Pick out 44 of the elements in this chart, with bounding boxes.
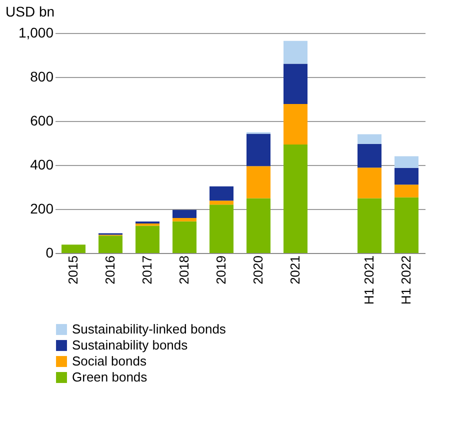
bar <box>210 186 234 201</box>
y-axis-title: USD bn <box>6 4 55 20</box>
y-tick-label: 400 <box>30 156 54 172</box>
x-tick-label: 2020 <box>250 256 266 284</box>
bar <box>358 134 382 144</box>
bar <box>284 40 308 64</box>
x-tick-label: H1 2022 <box>398 256 414 305</box>
bar <box>172 218 196 222</box>
bar <box>210 204 234 253</box>
bar <box>246 198 270 253</box>
bar <box>394 168 418 185</box>
x-tick-label: 2016 <box>102 256 118 284</box>
bar <box>394 197 418 253</box>
bar <box>394 184 418 198</box>
legend-label: Green bonds <box>72 370 148 384</box>
y-tick-label: 1,000 <box>18 24 54 40</box>
x-tick-label: 2017 <box>140 256 154 284</box>
bar <box>394 156 418 168</box>
y-tick-label: 0 <box>46 244 54 260</box>
bar <box>246 134 270 166</box>
bar <box>284 104 308 145</box>
bar <box>358 144 382 168</box>
bar <box>172 210 196 218</box>
bar <box>358 168 382 198</box>
x-tick-label: 2018 <box>176 256 192 284</box>
bar <box>284 144 308 253</box>
bar <box>210 200 234 205</box>
legend-label: Sustainability bonds <box>72 338 188 352</box>
bar <box>246 166 270 198</box>
x-tick-label: 2019 <box>214 256 228 284</box>
bar <box>98 236 122 253</box>
legend-label: Sustainability-linked bonds <box>72 322 226 336</box>
bar <box>284 64 308 104</box>
y-tick-label: 200 <box>30 200 54 216</box>
y-tick-label: 800 <box>30 68 54 84</box>
bar <box>358 198 382 253</box>
bar <box>62 244 86 253</box>
x-tick-label: 2021 <box>288 256 302 284</box>
bar <box>136 226 160 253</box>
x-tick-label: 2015 <box>66 256 80 284</box>
bar <box>172 221 196 253</box>
legend-label: Social bonds <box>72 354 147 368</box>
y-tick-label: 600 <box>30 112 54 128</box>
x-tick-label: H1 2021 <box>362 256 376 305</box>
